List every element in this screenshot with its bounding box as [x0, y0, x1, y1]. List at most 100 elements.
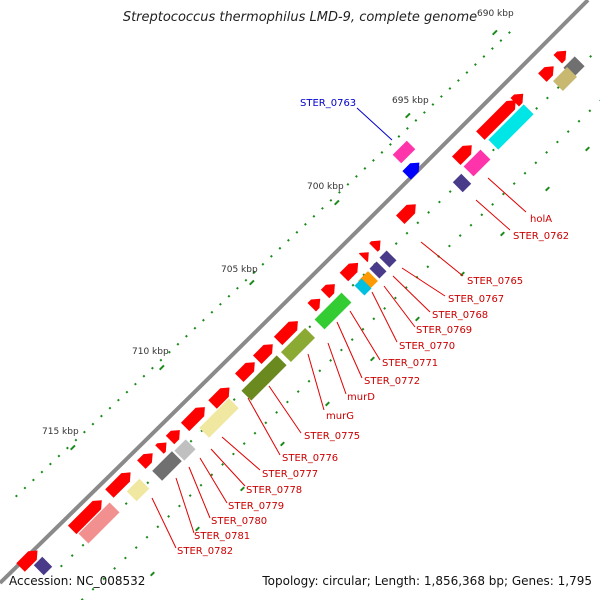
tick-mark — [210, 473, 214, 477]
cds-arrow-row1 — [369, 240, 381, 252]
tick-mark — [113, 566, 117, 570]
label-ster-0763: STER_0763 — [300, 98, 356, 109]
tick-mark — [296, 390, 300, 394]
tick-mark — [545, 186, 550, 192]
tick-mark — [159, 358, 163, 362]
tick-mark — [188, 494, 192, 498]
tick-mark — [414, 316, 420, 322]
tick-mark — [566, 130, 570, 134]
cds-arrow-row1 — [16, 550, 38, 572]
tick-label-695: 695 kbp — [392, 96, 429, 106]
feature-block — [78, 502, 120, 544]
tick-mark — [146, 481, 150, 485]
tick-mark — [221, 462, 225, 466]
feature-block — [379, 250, 397, 268]
label-ster-0781: STER_0781 — [194, 531, 250, 542]
feature-ster-0763-blue — [402, 162, 420, 180]
tick-mark — [577, 119, 581, 123]
tick-mark — [523, 171, 527, 175]
cds-arrow-row1 — [396, 204, 416, 224]
feature-ster-0763-pink — [392, 140, 416, 164]
tick-mark — [167, 514, 171, 518]
tick-mark — [142, 374, 146, 378]
label-ster-0779: STER_0779 — [228, 501, 284, 512]
tick-mark — [253, 270, 256, 274]
tick-mark — [431, 103, 435, 106]
tick-mark — [380, 151, 384, 154]
tick-mark — [227, 294, 231, 298]
gene-labels: STER_0763 holA STER_0762 STER_0765 STER_… — [177, 98, 569, 557]
cds-arrow-row1 — [320, 284, 335, 299]
tick-mark — [324, 401, 330, 407]
tick-mark — [100, 414, 103, 418]
cds-arrow-row1 — [553, 50, 567, 64]
tick-mark — [588, 109, 592, 113]
tick-mark — [393, 296, 397, 300]
tick-mark — [278, 246, 282, 250]
tick-mark — [304, 222, 307, 226]
tick-mark — [491, 47, 494, 50]
tick-mark — [329, 358, 333, 362]
tick-mark — [405, 231, 409, 235]
tick-mark — [397, 135, 401, 138]
tick-mark — [351, 283, 355, 287]
tick-mark — [286, 400, 289, 404]
tick-mark — [199, 483, 203, 487]
tick-mark — [473, 63, 477, 66]
tick-mark — [340, 348, 343, 352]
tick-mark — [404, 112, 411, 119]
tick-mark — [469, 223, 473, 227]
tick-mark — [383, 306, 387, 310]
tick-mark — [156, 525, 160, 529]
label-ster-0778: STER_0778 — [246, 485, 302, 496]
tick-mark — [117, 398, 120, 402]
tick-mark — [534, 161, 538, 165]
tick-mark — [535, 106, 539, 110]
tick-mark — [81, 543, 85, 547]
tick-mark — [194, 526, 200, 532]
tick-mark — [177, 504, 181, 508]
tick-mark — [108, 406, 112, 410]
tick-mark — [32, 478, 35, 482]
tick-mark — [416, 221, 420, 225]
label-hola: holA — [530, 214, 552, 225]
tick-mark — [242, 442, 246, 446]
accession-text: Accession: NC_008532 — [9, 574, 146, 588]
tick-mark — [507, 31, 511, 34]
tick-mark — [70, 444, 76, 451]
label-murg: murG — [326, 411, 354, 422]
label-ster-0771: STER_0771 — [382, 358, 438, 369]
tick-mark — [125, 390, 129, 394]
tick-mark — [14, 494, 18, 498]
label-ster-0765: STER_0765 — [467, 276, 523, 287]
tick-mark — [60, 564, 63, 568]
gene-features — [16, 50, 585, 576]
tick-mark — [448, 190, 452, 194]
feature-block — [314, 292, 352, 330]
tick-mark — [102, 577, 106, 581]
tick-mark — [66, 446, 69, 450]
tick-mark — [546, 96, 549, 100]
tick-mark — [492, 29, 498, 36]
tick-mark — [295, 230, 299, 234]
tick-mark — [151, 366, 154, 370]
tick-labels: 690 kbp 695 kbp 700 kbp 705 kbp 710 kbp … — [42, 9, 514, 437]
tick-mark — [438, 200, 441, 204]
tick-mark — [49, 462, 52, 466]
feature-block — [152, 451, 182, 481]
label-ster-0769: STER_0769 — [416, 325, 472, 336]
tick-mark — [465, 71, 469, 74]
tick-mark — [23, 486, 27, 490]
feature-block — [463, 149, 491, 177]
cds-arrow-row1 — [307, 298, 321, 312]
tick-mark — [167, 350, 171, 354]
tick-mark — [329, 198, 333, 202]
label-ster-0762: STER_0762 — [513, 231, 569, 242]
cds-arrow-row1 — [208, 387, 230, 409]
cds-arrow-row1 — [180, 407, 205, 432]
tick-mark — [275, 410, 279, 414]
feature-block — [358, 271, 378, 291]
tick-mark — [261, 262, 265, 266]
feature-block — [126, 478, 150, 502]
